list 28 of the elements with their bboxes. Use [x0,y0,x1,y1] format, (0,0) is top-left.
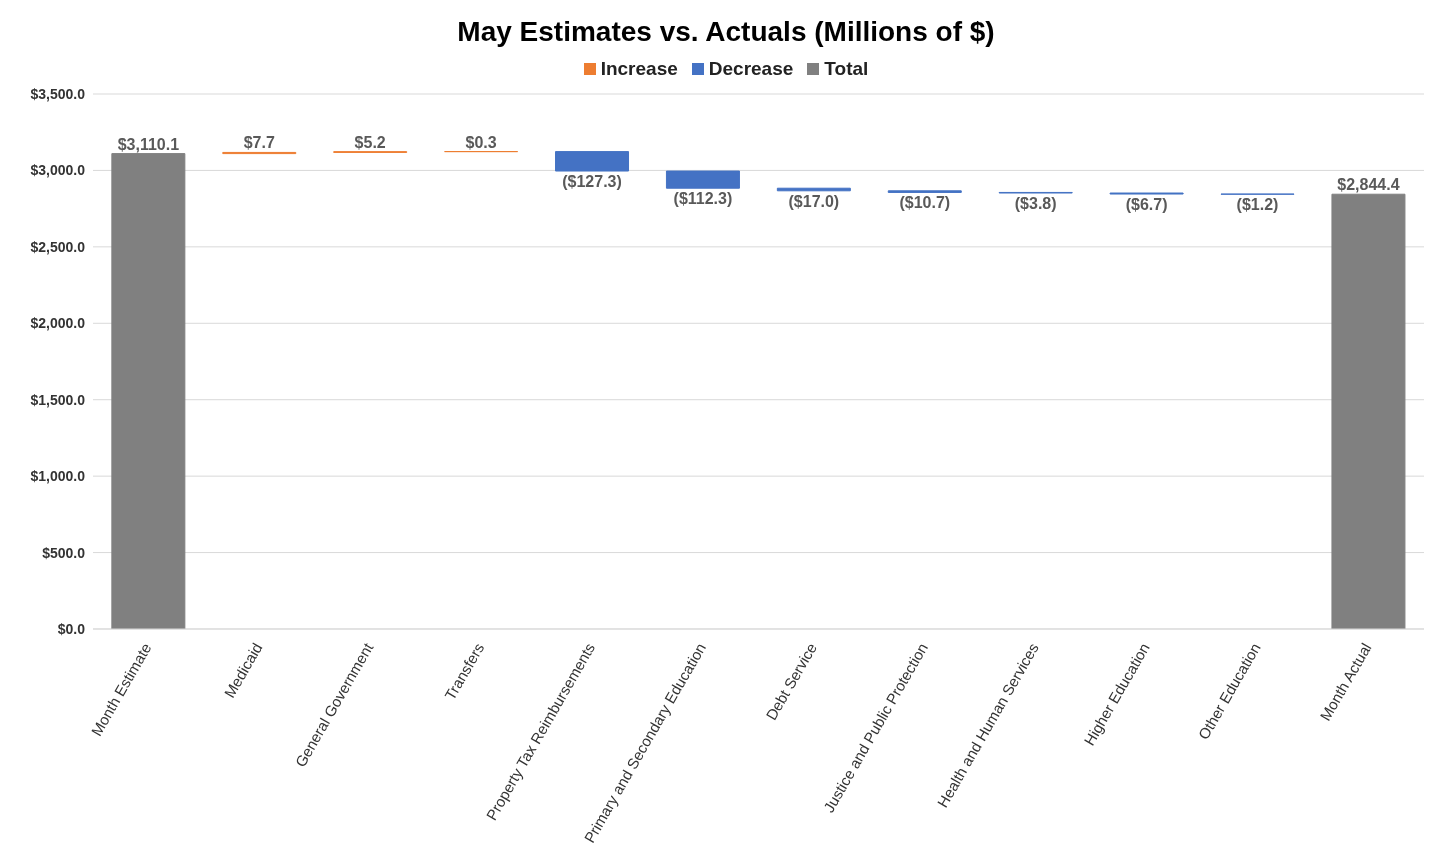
data-label: ($127.3) [562,173,622,191]
bar [111,153,186,629]
y-tick-label: $1,500.0 [30,391,86,408]
y-tick-label: $2,500.0 [30,238,86,255]
y-tick-label: $500.0 [42,544,86,561]
y-tick-label: $1,000.0 [30,468,86,485]
bar [555,151,630,172]
y-tick-label: $0.0 [57,620,86,637]
data-label: ($6.7) [1125,196,1168,214]
legend-label: Total [823,58,869,80]
y-tick-label: $3,500.0 [30,85,86,102]
legend-label: Increase [599,58,678,80]
data-label: ($17.0) [788,192,840,210]
data-label: ($10.7) [899,194,951,212]
data-label: $2,844.4 [1337,176,1400,194]
data-label: ($1.2) [1236,196,1279,214]
data-label: $5.2 [354,133,386,151]
bar [1331,193,1406,629]
bar [665,170,740,189]
y-tick-label: $3,000.0 [30,162,86,179]
legend-label: Decrease [707,58,794,80]
data-label: $3,110.1 [117,135,180,153]
data-label: $0.3 [465,133,497,151]
data-label: ($3.8) [1014,195,1057,213]
chart-title: May Estimates vs. Actuals (Millions of $) [456,15,996,49]
data-label: ($112.3) [673,190,733,208]
y-tick-label: $2,000.0 [30,315,86,332]
data-label: $7.7 [243,134,275,152]
